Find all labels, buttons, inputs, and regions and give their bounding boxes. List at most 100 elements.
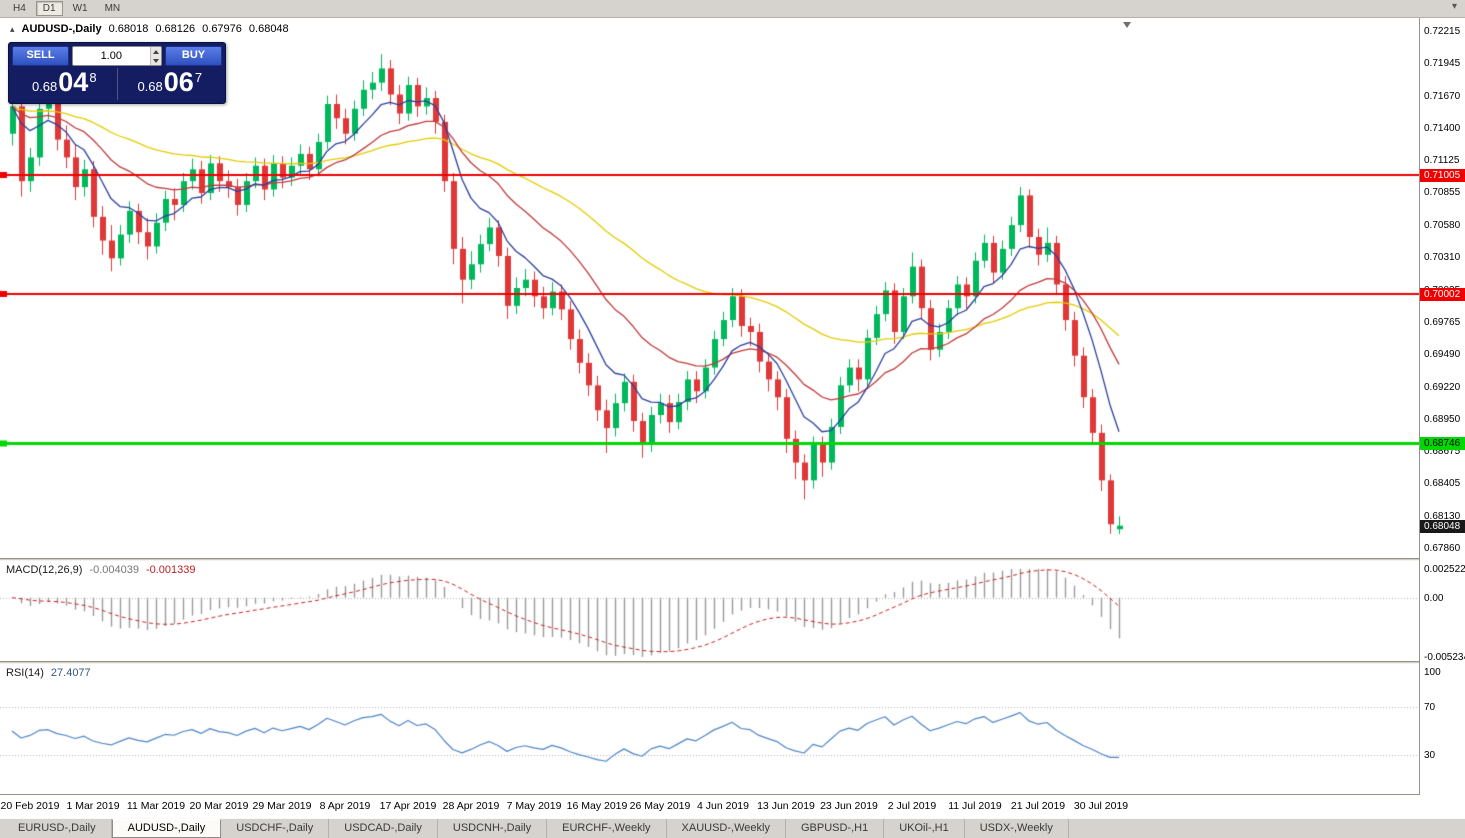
hline-price-label: 0.71005 [1420,169,1465,182]
date-label: 28 Apr 2019 [442,800,500,812]
sell-price-sup: 8 [89,70,97,85]
ohlc-open: 0.68018 [108,23,149,35]
chart-tab-usdcad[interactable]: USDCAD-,Daily [329,819,438,838]
macd-axis-label: 0.00 [1424,592,1444,604]
date-axis[interactable]: 20 Feb 2019 1 Mar 2019 11 Mar 2019 20 Mar 2… [0,795,1465,818]
price-axis[interactable]: 0.72215 0.71945 0.71670 0.71400 0.71125 0.708… [1420,18,1465,795]
timeframe-button-mn[interactable]: MN [104,3,121,14]
chart-tab-xauusd[interactable]: XAUUSD-,Weekly [667,819,786,838]
rsi-label-row: RSI(14) 27.4077 [6,667,91,679]
price-tick: 0.71670 [1424,90,1461,102]
date-label: 13 Jun 2019 [757,800,815,812]
price-tick: 0.69765 [1424,316,1461,328]
one-click-collapse-icon[interactable]: ▴ [10,23,15,34]
chart-shift-icon[interactable] [1123,22,1131,28]
price-tick: 0.70855 [1424,187,1461,199]
date-label: 26 May 2019 [629,800,691,812]
sell-price-big: 04 [58,67,89,97]
chart-tab-usdx[interactable]: USDX-,Weekly [965,819,1069,838]
date-label: 29 Mar 2019 [252,800,312,812]
date-label: 23 Jun 2019 [820,800,878,812]
date-label: 4 Jun 2019 [697,800,749,812]
rsi-panel-separator[interactable] [0,661,1465,664]
chart-tab-ukoil[interactable]: UKOil-,H1 [884,819,965,838]
sell-price[interactable]: 0.68 04 8 [12,68,117,100]
date-label: 30 Jul 2019 [1073,800,1129,812]
price-tick: 0.72215 [1424,26,1461,37]
date-label: 11 Jul 2019 [948,800,1002,812]
price-tick: 0.68405 [1424,478,1461,490]
ohlc-close: 0.68048 [248,23,289,35]
price-tick: 0.69490 [1424,349,1461,361]
buy-button[interactable]: BUY [165,46,222,66]
buy-price-big: 06 [163,67,194,97]
macd-value: -0.004039 [89,564,139,576]
chart-symbol: AUDUSD-,Daily [21,23,102,35]
buy-price-base: 0.68 [137,79,163,94]
rsi-axis-label: 30 [1424,749,1436,761]
sell-price-base: 0.68 [31,79,58,94]
timeframe-toolbar: ▾ H4 D1 W1 MN [0,0,1465,18]
chart-tab-eurchf[interactable]: EURCHF-,Weekly [547,819,667,838]
ohlc-high: 0.68126 [155,23,196,35]
volume-box [72,46,162,66]
sell-button[interactable]: SELL [12,46,69,66]
chart-tab-gbpusd[interactable]: GBPUSD-,H1 [786,819,885,838]
macd-label-row: MACD(12,26,9) -0.004039 -0.001339 [6,564,196,576]
price-tick: 0.70580 [1424,220,1461,232]
date-label: 1 Mar 2019 [66,800,120,812]
chart-tab-usdcnh[interactable]: USDCNH-,Daily [438,819,548,838]
price-tick: 0.68675 [1424,446,1461,458]
price-tick: 0.70310 [1424,252,1461,264]
price-tick: 0.71125 [1424,155,1460,167]
chart-tabs-bar: EURUSD-,Daily AUDUSD-,Daily USDCHF-,Daily U… [0,818,1465,838]
timeframe-button-h4[interactable]: H4 [13,3,26,14]
macd-name: MACD(12,26,9) [6,564,83,576]
date-label: 20 Feb 2019 [0,800,60,812]
chart-window: ▴ AUDUSD-,Daily 0.68018 0.68126 0.67976 … [0,18,1465,818]
timeframe-button-w1[interactable]: W1 [72,3,88,14]
date-label: 11 Mar 2019 [126,800,186,812]
rsi-axis-label: 100 [1424,667,1441,678]
toolbar-overflow-icon[interactable]: ▾ [1451,1,1457,12]
hline-price-label: 0.70002 [1420,288,1465,301]
current-price-label: 0.68048 [1420,520,1465,533]
price-tick: 0.71400 [1424,122,1461,134]
macd-panel-separator[interactable] [0,558,1465,561]
macd-signal-value: -0.001339 [145,564,196,576]
date-label: 8 Apr 2019 [319,800,371,812]
rsi-value: 27.4077 [50,667,91,679]
rsi-axis-label: 70 [1424,702,1436,714]
price-tick: 0.67860 [1424,543,1461,554]
date-label: 21 Jul 2019 [1010,800,1066,812]
one-click-trading-panel: SELL BUY 0.68 04 8 0.68 06 7 [8,42,226,104]
date-label: 16 May 2019 [566,800,628,812]
ohlc-low: 0.67976 [202,23,242,35]
chart-tab-eurusd[interactable]: EURUSD-,Daily [3,819,112,838]
volume-input[interactable] [73,47,150,65]
chart-tab-usdchf[interactable]: USDCHF-,Daily [221,819,330,838]
date-label: 20 Mar 2019 [189,800,249,812]
date-label: 7 May 2019 [506,800,562,812]
date-axis-separator [0,794,1465,795]
volume-spinner [149,47,161,65]
chart-canvas[interactable] [0,18,1419,795]
buy-price-sup: 7 [194,70,203,85]
volume-up-icon[interactable] [150,47,161,56]
rsi-name: RSI(14) [6,667,44,679]
chart-tab-audusd[interactable]: AUDUSD-,Daily [111,819,222,838]
price-tick: 0.71945 [1424,58,1461,70]
date-label: 2 Jul 2019 [887,800,937,812]
chart-title: ▴ AUDUSD-,Daily 0.68018 0.68126 0.67976 … [10,23,289,35]
buy-price[interactable]: 0.68 06 7 [116,67,223,100]
timeframe-button-d1[interactable]: D1 [35,1,63,16]
price-tick: 0.68950 [1424,413,1461,425]
macd-axis-label: 0.002522 [1424,564,1465,575]
volume-down-icon[interactable] [150,56,161,65]
price-tick: 0.69220 [1424,381,1461,393]
price-tick: 0.68130 [1424,510,1461,522]
hline-price-label: 0.68746 [1420,437,1465,450]
price-axis-divider [1419,18,1420,795]
macd-axis-label: -0.005234 [1424,652,1465,663]
